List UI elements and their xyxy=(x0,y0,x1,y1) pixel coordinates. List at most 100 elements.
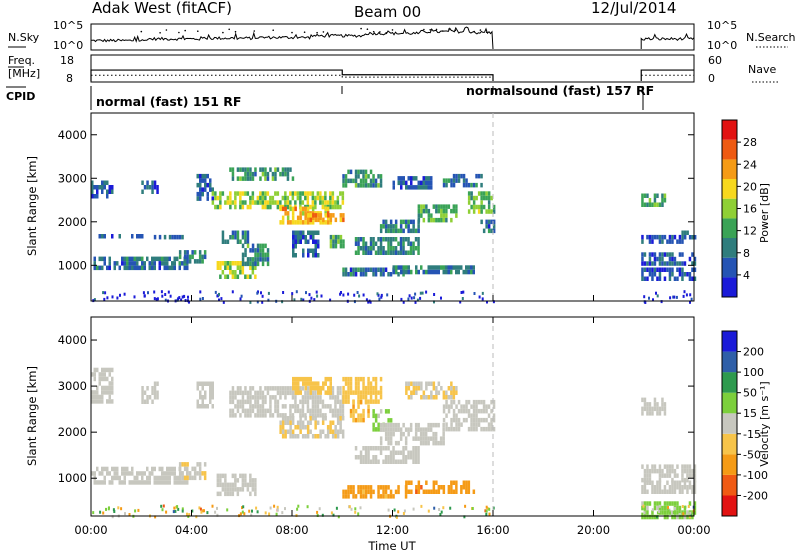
heatmap-cell xyxy=(407,395,411,400)
heatmap-cell xyxy=(256,404,260,409)
heatmap-cell xyxy=(319,220,322,225)
heatmap-cell xyxy=(309,416,312,421)
heatmap-cell xyxy=(311,416,315,421)
heatmap-cell xyxy=(143,390,147,395)
colorbar-tick-label: 28 xyxy=(743,136,757,149)
heatmap-cell xyxy=(319,213,323,218)
heatmap-cell xyxy=(382,489,385,495)
heatmap-cell xyxy=(209,178,212,183)
noise-search-point xyxy=(473,30,476,33)
heatmap-cell xyxy=(244,390,247,396)
heatmap-cell xyxy=(304,235,307,240)
heatmap-cell xyxy=(163,480,166,485)
heatmap-cell xyxy=(229,191,232,196)
heatmap-cell xyxy=(161,471,164,476)
heatmap-cell xyxy=(641,234,644,240)
noise-right-tick-top: 10^5 xyxy=(707,19,737,32)
heatmap-cell xyxy=(198,254,202,260)
heatmap-cell xyxy=(216,491,220,497)
heatmap-cell xyxy=(467,413,471,418)
heatmap-cell xyxy=(201,381,204,386)
heatmap-cell xyxy=(666,489,669,494)
heatmap-cell xyxy=(246,261,250,267)
heatmap-cell xyxy=(678,261,682,266)
heatmap-cell xyxy=(683,290,686,294)
heatmap-cell xyxy=(457,269,460,275)
heatmap-cell xyxy=(437,381,441,386)
heatmap-cell xyxy=(239,487,242,492)
heatmap-cell xyxy=(407,265,410,270)
heatmap-cell xyxy=(410,489,413,494)
heatmap-cell xyxy=(188,471,192,476)
heatmap-cell xyxy=(271,395,275,400)
heatmap-cell xyxy=(392,422,395,428)
heatmap-cell xyxy=(354,510,357,514)
heatmap-cell xyxy=(656,505,659,511)
heatmap-cell xyxy=(108,471,111,476)
heatmap-cell xyxy=(128,256,131,262)
heatmap-cell xyxy=(199,182,202,188)
heatmap-cell xyxy=(339,213,343,218)
heatmap-cell xyxy=(342,494,345,499)
heatmap-cell xyxy=(442,427,445,432)
colorbar-swatch xyxy=(722,198,737,219)
heatmap-cell xyxy=(686,489,689,494)
heatmap-cell xyxy=(241,261,245,267)
heatmap-cell xyxy=(186,475,189,481)
heatmap-cell xyxy=(379,246,383,251)
heatmap-cell xyxy=(447,178,451,183)
heatmap-cell xyxy=(666,480,669,485)
heatmap-cell xyxy=(482,204,486,210)
heatmap-cell xyxy=(342,217,345,223)
heatmap-cell xyxy=(440,485,443,490)
heatmap-cell xyxy=(241,230,245,235)
heatmap-cell xyxy=(407,237,410,242)
heatmap-cell xyxy=(684,505,687,509)
heatmap-cell xyxy=(648,480,652,485)
heatmap-cell xyxy=(369,494,373,499)
heatmap-cell xyxy=(264,413,267,418)
heatmap-cell xyxy=(327,376,330,382)
heatmap-cell xyxy=(424,427,428,432)
heatmap-cell xyxy=(643,402,647,407)
heatmap-cell xyxy=(249,265,252,270)
heatmap-cell xyxy=(234,230,237,235)
heatmap-cell xyxy=(314,434,317,439)
heatmap-cell xyxy=(93,372,96,377)
heatmap-cell xyxy=(354,267,358,272)
heatmap-cell xyxy=(467,480,471,485)
heatmap-cell xyxy=(264,399,267,405)
heatmap-cell xyxy=(663,514,667,520)
heatmap-cell xyxy=(214,195,217,201)
heatmap-cell xyxy=(176,480,179,485)
heatmap-cell xyxy=(354,385,358,391)
heatmap-cell xyxy=(339,404,342,409)
heatmap-cell xyxy=(425,386,428,391)
heatmap-cell xyxy=(646,501,649,506)
heatmap-cell xyxy=(91,189,94,194)
heatmap-cell xyxy=(316,510,319,514)
heatmap-cell xyxy=(372,267,375,272)
heatmap-cell xyxy=(331,390,335,396)
heatmap-cell xyxy=(306,425,310,430)
heatmap-cell xyxy=(689,513,692,517)
heatmap-cell xyxy=(284,416,287,421)
heatmap-cell xyxy=(239,265,242,270)
heatmap-cell xyxy=(254,274,257,279)
colorbar-swatch xyxy=(722,120,737,140)
heatmap-cell xyxy=(98,265,101,271)
heatmap-cell xyxy=(339,243,343,249)
heatmap-cell xyxy=(648,296,650,300)
heatmap-cell xyxy=(425,269,428,275)
heatmap-cell xyxy=(289,220,292,225)
heatmap-cell xyxy=(266,176,270,181)
heatmap-cell xyxy=(296,408,300,414)
heatmap-cell xyxy=(658,464,662,469)
heatmap-cell xyxy=(211,200,215,205)
heatmap-cell xyxy=(111,376,114,382)
heatmap-cell xyxy=(339,413,342,418)
heatmap-cell xyxy=(452,480,456,485)
heatmap-cell xyxy=(452,386,456,391)
heatmap-cell xyxy=(196,191,199,197)
heatmap-cell xyxy=(336,408,340,414)
